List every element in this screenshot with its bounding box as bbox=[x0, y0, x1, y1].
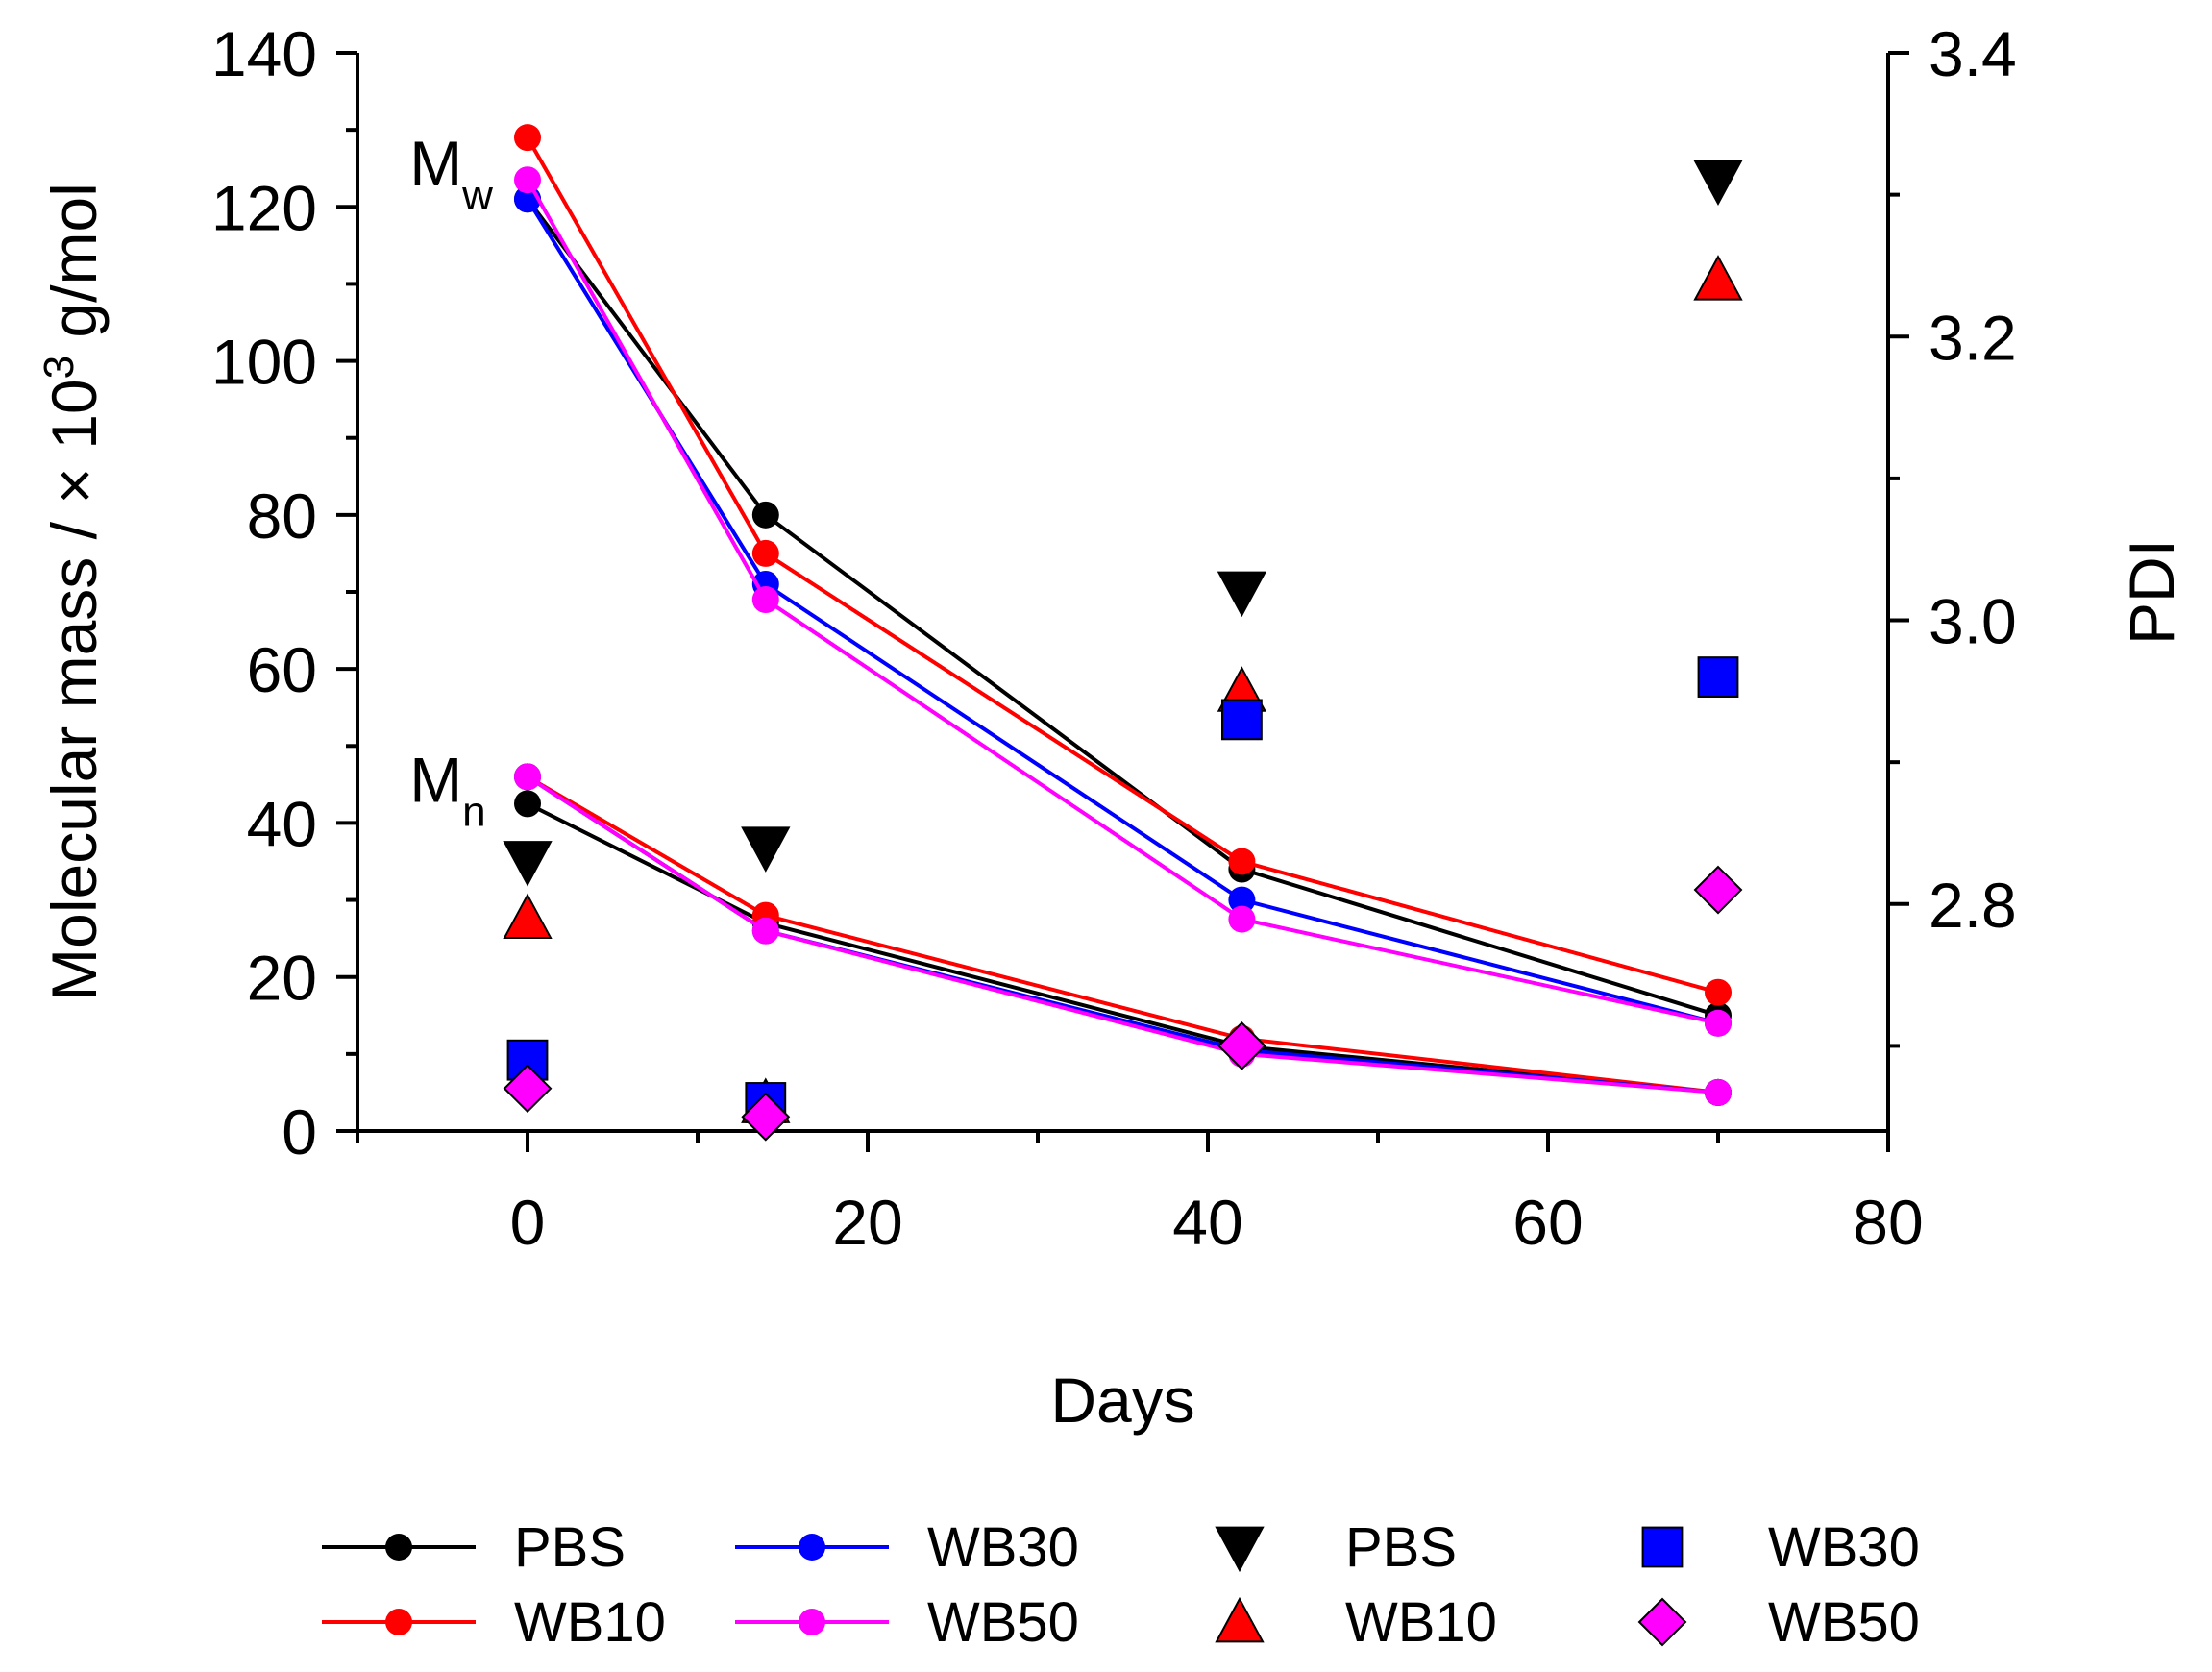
x-tick-label: 80 bbox=[1853, 1187, 1923, 1258]
mn-point-wb50 bbox=[751, 917, 779, 945]
pdi-marker-pbs bbox=[1693, 160, 1743, 206]
mw-point-wb10 bbox=[1705, 978, 1732, 1006]
legend-label: WB30 bbox=[1768, 1516, 1920, 1579]
y-tick-label: 60 bbox=[247, 634, 317, 705]
annotation-main: M bbox=[409, 744, 462, 815]
y-tick-label: 100 bbox=[211, 327, 317, 398]
y-tick-label: 40 bbox=[247, 788, 317, 859]
mw-point-wb30 bbox=[1228, 886, 1256, 914]
legend-label: WB30 bbox=[927, 1516, 1079, 1579]
legend-marker-swatch bbox=[1215, 1596, 1265, 1643]
annotation-main: M bbox=[409, 128, 462, 199]
pdi-marker-pbs bbox=[1217, 571, 1267, 618]
x-tick-label: 60 bbox=[1512, 1187, 1583, 1258]
y-tick-label: 0 bbox=[282, 1096, 317, 1168]
y2-axis-title: PDI bbox=[2116, 539, 2187, 645]
x-tick-label: 20 bbox=[832, 1187, 902, 1258]
pdi-marker-pbs bbox=[503, 841, 553, 887]
legend-point-swatch bbox=[799, 1534, 825, 1561]
legend-label: WB50 bbox=[927, 1591, 1079, 1654]
legend-label: PBS bbox=[1345, 1516, 1457, 1579]
y-axis-title-main: Molecular mass / × 10 bbox=[38, 379, 110, 1000]
mw-point-wb10 bbox=[514, 124, 541, 152]
legend-entry-pbs-triangle-down: PBS bbox=[1215, 1516, 1457, 1579]
legend-entry-wb30-square: WB30 bbox=[1641, 1516, 1920, 1579]
y-tick-label: 120 bbox=[211, 172, 317, 243]
legend-entry-pbs-line: PBS bbox=[322, 1516, 626, 1579]
mw-point-wb50 bbox=[1705, 1009, 1732, 1037]
legend: PBS WB30 PBS WB30 WB10 WB50 WB10 WB50 bbox=[322, 1516, 1920, 1654]
legend-marker-swatch bbox=[1215, 1526, 1265, 1573]
legend-entry-wb50-diamond: WB50 bbox=[1637, 1591, 1920, 1654]
mw-point-pbs bbox=[751, 501, 779, 529]
y2-tick-label: 3.4 bbox=[1929, 18, 2017, 89]
legend-point-swatch bbox=[385, 1534, 412, 1561]
mn-line-wb10 bbox=[526, 775, 1719, 1094]
mw-point-wb50 bbox=[1228, 905, 1256, 933]
pdi-marker-wb50 bbox=[503, 1064, 553, 1114]
legend-marker-swatch bbox=[1641, 1526, 1684, 1568]
pdi-marker-wb30 bbox=[1697, 656, 1739, 698]
pdi-marker-wb10 bbox=[503, 893, 553, 939]
pdi-marker-wb50 bbox=[1693, 865, 1743, 915]
y-tick-label: 20 bbox=[247, 943, 317, 1014]
mw-point-wb10 bbox=[1228, 848, 1256, 875]
legend-entry-wb10-line: WB10 bbox=[322, 1591, 666, 1654]
mw-point-wb10 bbox=[751, 539, 779, 567]
y-axis-title-suffix: g/mol bbox=[38, 183, 110, 356]
legend-label: WB10 bbox=[1345, 1591, 1497, 1654]
legend-entry-wb50-line: WB50 bbox=[735, 1591, 1079, 1654]
mn-point-pbs bbox=[514, 790, 541, 818]
x-tick-label: 40 bbox=[1172, 1187, 1242, 1258]
legend-label: WB50 bbox=[1768, 1591, 1920, 1654]
legend-point-swatch bbox=[385, 1609, 412, 1635]
legend-entry-wb30-line: WB30 bbox=[735, 1516, 1079, 1579]
y-tick-label: 140 bbox=[211, 18, 317, 89]
mw-line-wb50 bbox=[526, 179, 1719, 1025]
legend-point-swatch bbox=[799, 1609, 825, 1635]
pdi-marker-wb50 bbox=[741, 1092, 791, 1142]
mn-line-wb30 bbox=[526, 775, 1719, 1094]
mn-point-wb50 bbox=[514, 763, 541, 791]
pdi-marker-pbs bbox=[741, 826, 791, 873]
pdi-markers-group bbox=[503, 160, 1743, 1142]
legend-label: PBS bbox=[514, 1516, 626, 1579]
annotation-subscript: n bbox=[462, 788, 485, 835]
axes-group: 0 20 40 60 80 0 20 40 60 80 100 120 140 2.8 3.0 3.2 3.4 D… bbox=[36, 18, 2188, 1436]
y-axis-title-superscript: 3 bbox=[36, 356, 83, 379]
x-tick-label: 0 bbox=[510, 1187, 546, 1258]
pdi-marker-wb50 bbox=[1217, 1021, 1266, 1070]
x-axis-title: Days bbox=[1050, 1365, 1194, 1436]
mn-line-wb50 bbox=[526, 775, 1719, 1094]
series-lines-group bbox=[514, 124, 1732, 1106]
legend-label: WB10 bbox=[514, 1591, 666, 1654]
mn-point-wb50 bbox=[1705, 1078, 1732, 1106]
mw-point-wb50 bbox=[751, 586, 779, 614]
pdi-marker-wb10 bbox=[1693, 255, 1743, 301]
mn-line-pbs bbox=[527, 801, 1719, 1094]
y2-tick-label: 2.8 bbox=[1929, 870, 2017, 941]
y2-tick-label: 3.0 bbox=[1929, 586, 2017, 657]
mw-line-wb30 bbox=[526, 198, 1719, 1025]
pdi-marker-wb30 bbox=[1221, 699, 1263, 741]
mw-line-wb10 bbox=[526, 136, 1719, 995]
y2-tick-label: 3.2 bbox=[1929, 302, 2017, 373]
legend-entry-wb10-triangle-up: WB10 bbox=[1215, 1591, 1497, 1654]
mw-line-pbs bbox=[526, 198, 1719, 1018]
annotation-mw: Mw bbox=[409, 128, 493, 219]
legend-marker-swatch bbox=[1637, 1597, 1687, 1647]
y-axis-title: Molecular mass / × 103 g/mol bbox=[36, 183, 111, 1001]
annotation-subscript: w bbox=[461, 172, 493, 219]
annotation-mn: Mn bbox=[409, 744, 485, 835]
mw-point-wb50 bbox=[514, 166, 541, 194]
y-tick-label: 80 bbox=[247, 480, 317, 552]
